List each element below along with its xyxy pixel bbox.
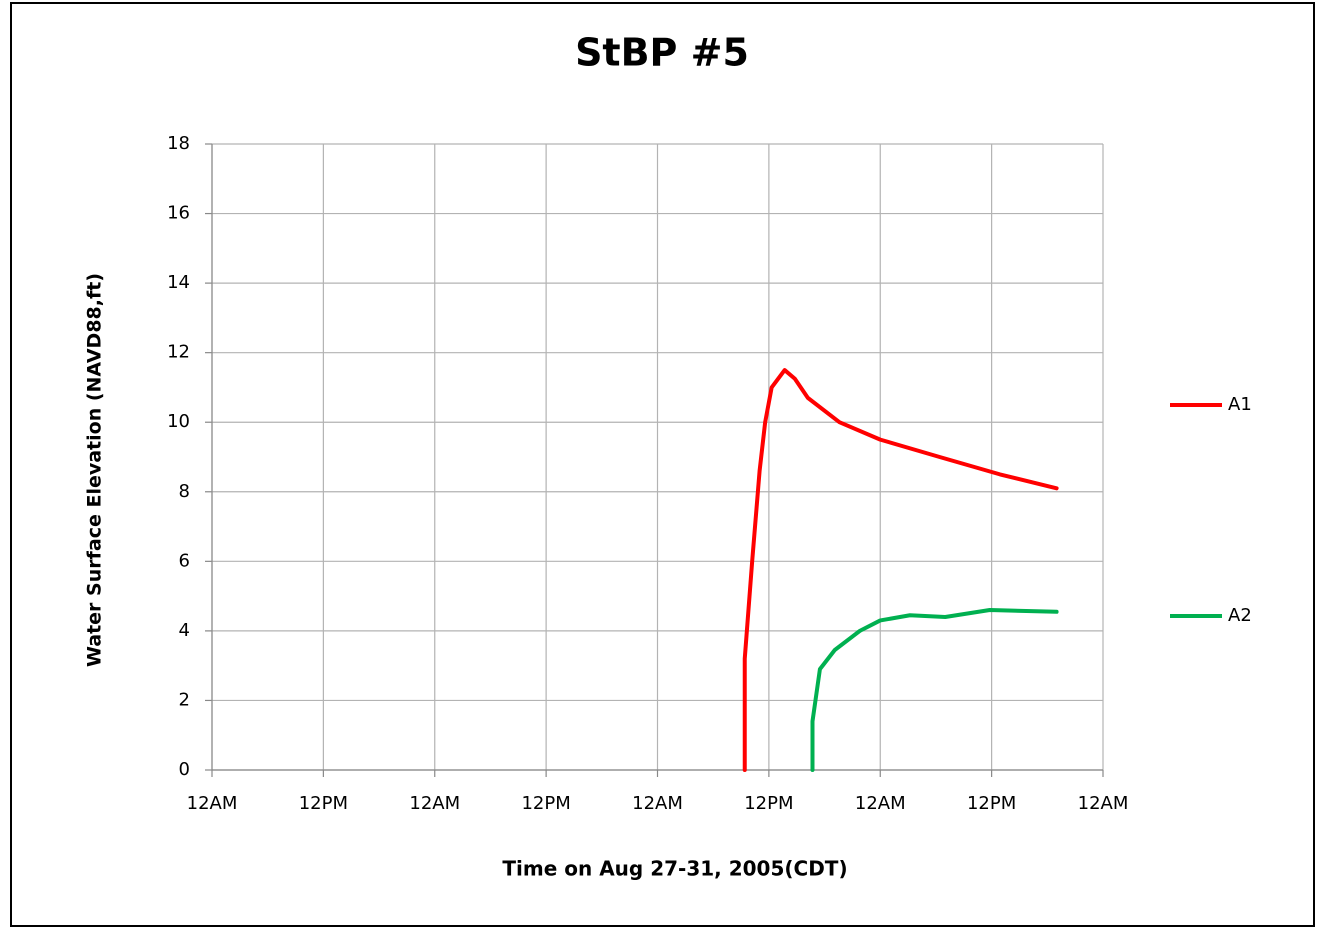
y-tick-label: 12	[167, 342, 190, 363]
y-tick-label: 16	[167, 203, 190, 224]
y-axis-label: Water Surface Elevation (NAVD88,ft)	[84, 273, 106, 667]
x-tick-label: 12PM	[299, 793, 348, 814]
x-axis-label: Time on Aug 27-31, 2005(CDT)	[502, 857, 847, 881]
x-tick-label: 12PM	[521, 793, 570, 814]
legend-label: A1	[1228, 394, 1252, 415]
y-tick-label: 18	[167, 133, 190, 154]
x-tick-label: 12PM	[967, 793, 1016, 814]
y-tick-label: 4	[179, 620, 190, 641]
legend-label: A2	[1228, 605, 1252, 626]
series-line	[810, 608, 1059, 772]
y-tick-label: 10	[167, 411, 190, 432]
x-tick-label: 12AM	[855, 793, 906, 814]
chart-frame	[10, 2, 1315, 927]
x-tick-label: 12AM	[409, 793, 460, 814]
y-tick-label: 0	[179, 759, 190, 780]
y-tick-label: 2	[179, 689, 190, 710]
x-tick-label: 12AM	[187, 793, 238, 814]
y-tick-label: 14	[167, 272, 190, 293]
chart-title: StBP #5	[575, 31, 749, 75]
y-tick-label: 6	[179, 550, 190, 571]
x-tick-label: 12AM	[632, 793, 683, 814]
y-tick-label: 8	[179, 481, 190, 502]
series-line	[742, 368, 1059, 772]
x-tick-label: 12AM	[1078, 793, 1129, 814]
x-tick-label: 12PM	[744, 793, 793, 814]
